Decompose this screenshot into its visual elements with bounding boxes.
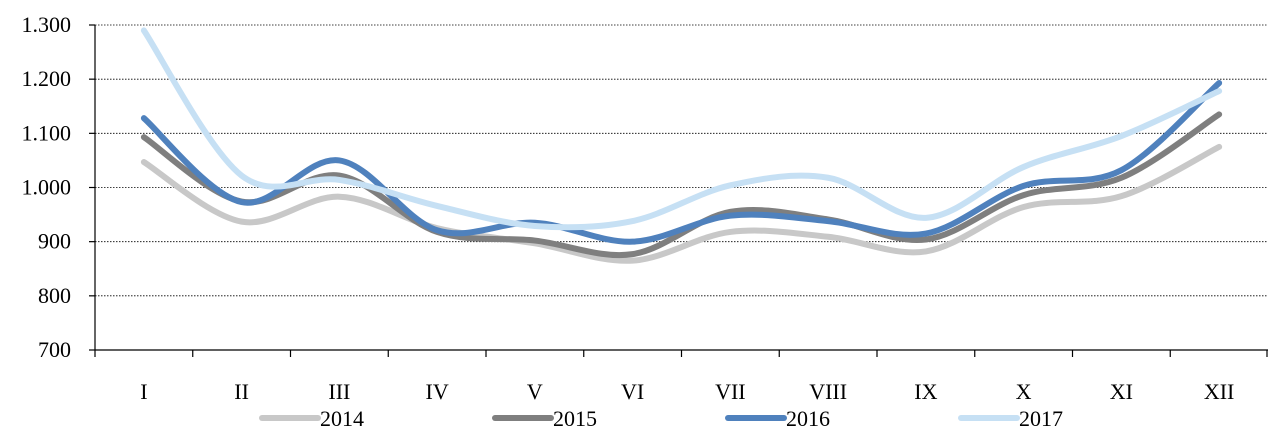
- y-tick-label: 900: [38, 229, 71, 254]
- x-tick-label: VIII: [809, 379, 847, 404]
- series-line-2015: [140, 111, 1223, 258]
- grid-layer: [95, 24, 1268, 297]
- x-tick-label: VI: [621, 379, 644, 404]
- series-line-2017: [140, 27, 1223, 231]
- x-tick-label: VII: [715, 379, 746, 404]
- x-tick-label: IV: [426, 379, 449, 404]
- x-tick-label: I: [140, 379, 147, 404]
- legend-label-2015: 2015: [553, 406, 597, 431]
- y-tick-label: 1.100: [22, 120, 72, 145]
- x-tick-label: XII: [1204, 379, 1235, 404]
- legend-label-2014: 2014: [320, 406, 364, 431]
- x-tick-label: IX: [914, 379, 937, 404]
- x-tick-label: X: [1016, 379, 1032, 404]
- x-tick-label: V: [527, 379, 543, 404]
- x-tick-label: XI: [1110, 379, 1133, 404]
- x-tick-label: II: [234, 379, 249, 404]
- series-line-2014: [140, 143, 1223, 264]
- y-tick-label: 1.200: [22, 66, 72, 91]
- x-tick-label: III: [328, 379, 350, 404]
- legend-label-2016: 2016: [786, 406, 830, 431]
- y-tick-label: 800: [38, 283, 71, 308]
- series-line-2016: [140, 79, 1223, 245]
- y-tick-label: 700: [38, 337, 71, 362]
- y-tick-label: 1.300: [22, 12, 72, 37]
- y-tick-label: 1.000: [22, 175, 72, 200]
- legend-label-2017: 2017: [1019, 406, 1063, 431]
- legend: 2014 2015 2016 2017: [259, 406, 1063, 431]
- series-layer: [140, 27, 1223, 264]
